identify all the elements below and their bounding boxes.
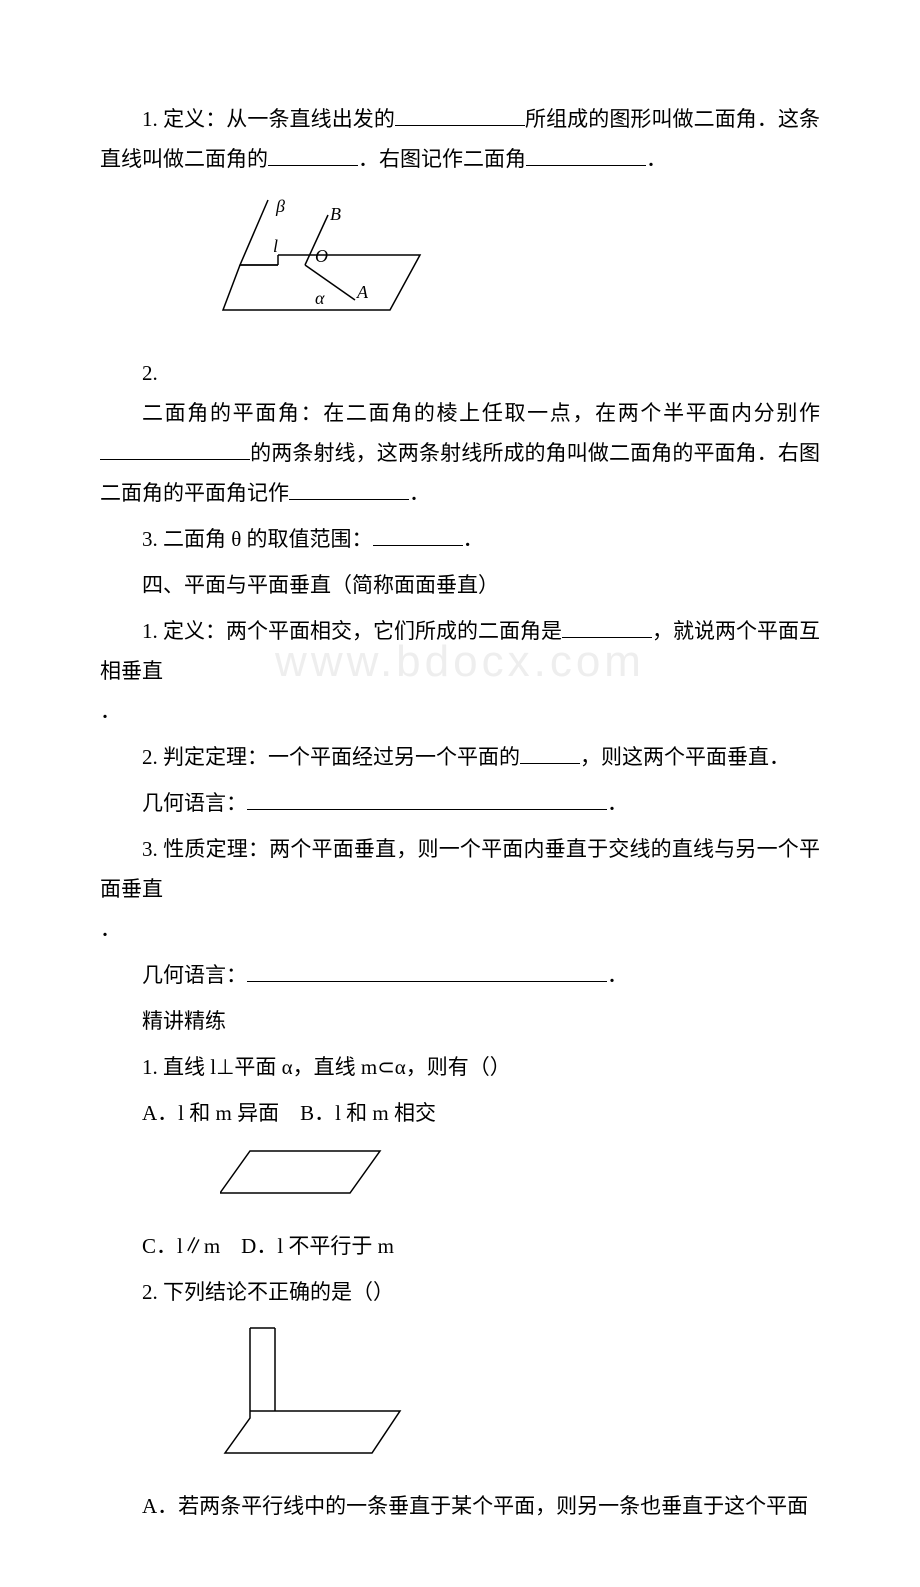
question-2-a: A．若两条平行线中的一条垂直于某个平面，则另一条也垂直于这个平面 (100, 1487, 820, 1527)
parallelogram-diagram (220, 1143, 820, 1217)
blank (247, 956, 607, 982)
period: ． (100, 910, 820, 950)
blank (100, 434, 250, 460)
para-definition-1: 1. 定义：从一条直线出发的所组成的图形叫做二面角．这条直线叫做二面角的．右图记… (100, 100, 820, 180)
blank (520, 738, 580, 764)
blank (395, 100, 525, 126)
blank (373, 520, 463, 546)
text: 2. 判定定理：一个平面经过另一个平面的 (142, 745, 520, 769)
text: 1. 定义：两个平面相交，它们所成的二面角是 (142, 619, 562, 643)
para-plane-angle: 二面角的平面角：在二面角的棱上任取一点，在两个半平面内分别作的两条射线，这两条射… (100, 394, 820, 514)
document-body: 1. 定义：从一条直线出发的所组成的图形叫做二面角．这条直线叫做二面角的．右图记… (100, 100, 820, 1527)
text: ．右图记作二面角 (358, 147, 526, 171)
svg-text:l: l (273, 236, 278, 256)
blank (526, 140, 646, 166)
blank (247, 784, 607, 810)
svg-text:α: α (315, 288, 325, 308)
svg-text:B: B (330, 204, 341, 224)
para-perp-def: 1. 定义：两个平面相交，它们所成的二面角是，就说两个平面互相垂直 (100, 612, 820, 692)
text: ． (607, 963, 628, 987)
para-geom-lang-1: 几何语言： ． (100, 784, 820, 824)
num-2: 2. (100, 354, 820, 394)
text: 1. 定义：从一条直线出发的 (142, 107, 395, 131)
svg-text:β: β (275, 196, 285, 216)
period: ． (100, 692, 820, 732)
text: ，则这两个平面垂直． (580, 745, 790, 769)
text: ． (646, 147, 667, 171)
text: ． (607, 791, 628, 815)
para-property-theorem: 3. 性质定理：两个平面垂直，则一个平面内垂直于交线的直线与另一个平面垂直 (100, 830, 820, 910)
text: ． (463, 527, 484, 551)
heading-practice: 精讲精练 (100, 1002, 820, 1042)
text: 几何语言： (142, 791, 247, 815)
blank (268, 140, 358, 166)
text: 3. 二面角 θ 的取值范围： (142, 527, 373, 551)
question-1: 1. 直线 l⊥平面 α，直线 m⊂α，则有（） (100, 1048, 820, 1088)
dihedral-angle-diagram: β B l O α A (220, 190, 820, 344)
svg-text:O: O (315, 246, 328, 266)
svg-text:A: A (356, 282, 369, 302)
blank (289, 474, 409, 500)
para-range: 3. 二面角 θ 的取值范围： ． (100, 520, 820, 560)
para-judge-theorem: 2. 判定定理：一个平面经过另一个平面的 ，则这两个平面垂直． (100, 738, 820, 778)
blank (562, 612, 652, 638)
text: 几何语言： (142, 963, 247, 987)
question-2: 2. 下列结论不正确的是（） (100, 1273, 820, 1313)
text: 二面角的平面角：在二面角的棱上任取一点，在两个半平面内分别作 (142, 401, 820, 425)
heading-4: 四、平面与平面垂直（简称面面垂直） (100, 566, 820, 606)
perpendicular-planes-diagram (220, 1323, 820, 1477)
para-geom-lang-2: 几何语言： ． (100, 956, 820, 996)
question-1-ab: A．l 和 m 异面 B．l 和 m 相交 (100, 1094, 820, 1134)
question-1-cd: C．l∥m D．l 不平行于 m (100, 1227, 820, 1267)
text: ． (409, 481, 430, 505)
